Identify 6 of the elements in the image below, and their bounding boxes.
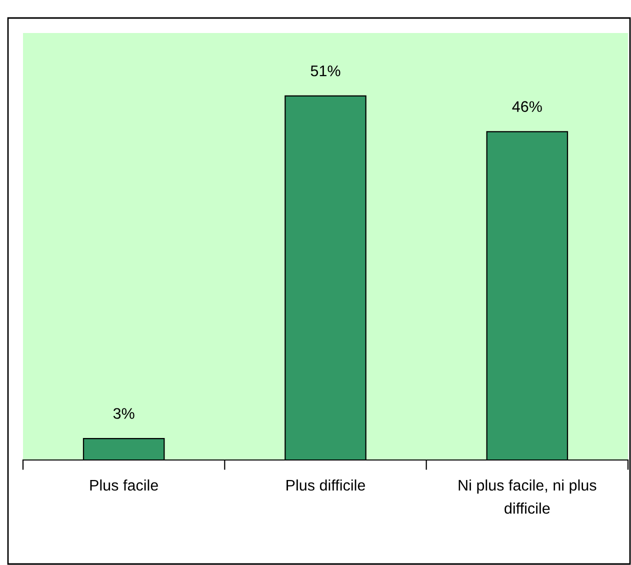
x-tick-label: Ni plus facile, ni plus difficile — [458, 479, 596, 514]
x-tick-label: Plus facile — [90, 479, 158, 491]
x-tick-label: Plus difficile — [286, 479, 366, 491]
data-label: 51% — [310, 66, 340, 76]
data-label: 46% — [512, 101, 542, 112]
data-label: 3% — [113, 408, 134, 419]
